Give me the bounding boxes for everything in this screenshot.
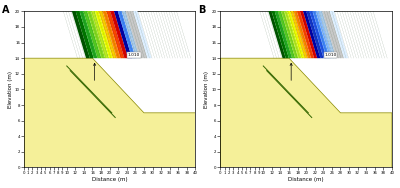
Polygon shape bbox=[259, 0, 286, 58]
X-axis label: Distance (m): Distance (m) bbox=[288, 177, 324, 182]
Polygon shape bbox=[70, 0, 98, 58]
Polygon shape bbox=[272, 0, 298, 58]
Polygon shape bbox=[303, 0, 330, 58]
Polygon shape bbox=[320, 0, 348, 58]
Text: 1.010: 1.010 bbox=[324, 53, 336, 57]
Polygon shape bbox=[262, 0, 289, 58]
Polygon shape bbox=[93, 0, 120, 58]
Polygon shape bbox=[104, 0, 132, 58]
Polygon shape bbox=[287, 0, 314, 58]
Polygon shape bbox=[310, 0, 336, 58]
Y-axis label: Elevation (m): Elevation (m) bbox=[204, 71, 210, 108]
Polygon shape bbox=[294, 0, 320, 58]
Polygon shape bbox=[275, 0, 302, 58]
Polygon shape bbox=[108, 0, 136, 58]
Polygon shape bbox=[89, 0, 117, 58]
Polygon shape bbox=[284, 0, 311, 58]
Polygon shape bbox=[300, 0, 327, 58]
Polygon shape bbox=[313, 0, 344, 58]
Polygon shape bbox=[281, 0, 308, 58]
Polygon shape bbox=[82, 0, 109, 58]
Text: B: B bbox=[198, 5, 206, 15]
Polygon shape bbox=[97, 0, 124, 58]
Polygon shape bbox=[268, 0, 295, 58]
Polygon shape bbox=[78, 0, 105, 58]
Polygon shape bbox=[124, 0, 152, 58]
Polygon shape bbox=[220, 58, 392, 168]
Polygon shape bbox=[265, 0, 292, 58]
Polygon shape bbox=[74, 0, 101, 58]
X-axis label: Distance (m): Distance (m) bbox=[92, 177, 128, 182]
Polygon shape bbox=[112, 0, 140, 58]
Polygon shape bbox=[290, 0, 317, 58]
Polygon shape bbox=[297, 0, 324, 58]
Text: 1.010: 1.010 bbox=[128, 53, 140, 57]
Polygon shape bbox=[86, 0, 113, 58]
Y-axis label: Elevation (m): Elevation (m) bbox=[8, 71, 13, 108]
Polygon shape bbox=[278, 0, 305, 58]
Polygon shape bbox=[62, 0, 90, 58]
Polygon shape bbox=[24, 58, 196, 168]
Polygon shape bbox=[116, 0, 147, 58]
Text: A: A bbox=[2, 5, 9, 15]
Polygon shape bbox=[101, 0, 128, 58]
Polygon shape bbox=[66, 0, 94, 58]
Polygon shape bbox=[306, 0, 333, 58]
